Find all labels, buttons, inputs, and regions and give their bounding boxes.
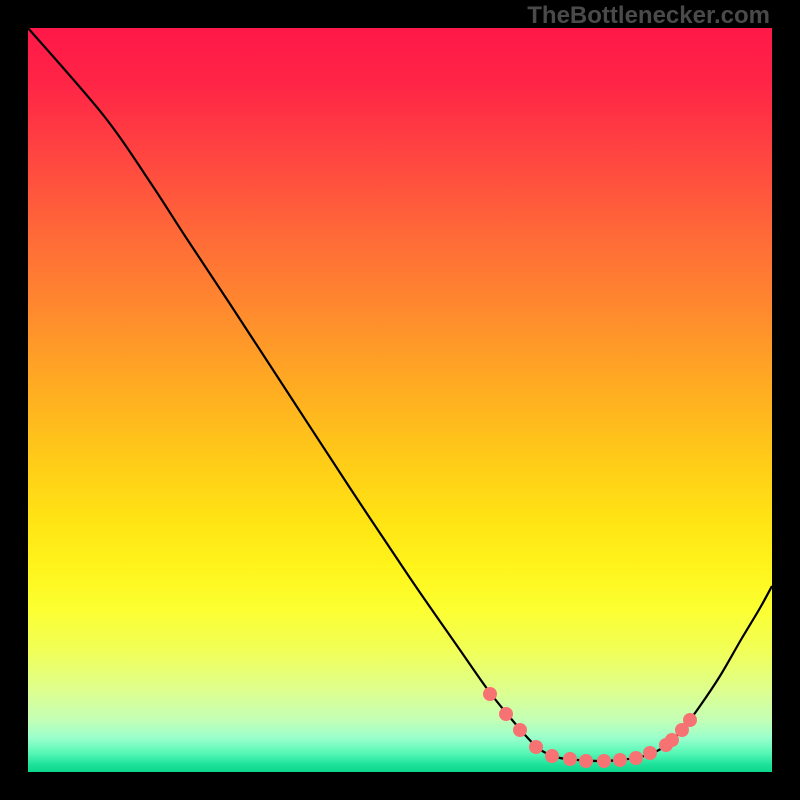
bottleneck-curve: [28, 28, 772, 761]
curve-marker: [545, 749, 559, 763]
watermark-text: TheBottlenecker.com: [527, 2, 770, 30]
curve-marker: [563, 752, 577, 766]
curve-marker: [683, 713, 697, 727]
curve-marker: [665, 733, 679, 747]
curve-markers: [483, 687, 697, 768]
curve-marker: [499, 707, 513, 721]
chart-overlay: [0, 0, 800, 800]
curve-marker: [483, 687, 497, 701]
curve-marker: [643, 746, 657, 760]
curve-marker: [613, 753, 627, 767]
curve-marker: [629, 751, 643, 765]
curve-marker: [513, 723, 527, 737]
curve-marker: [579, 754, 593, 768]
curve-marker: [529, 740, 543, 754]
curve-marker: [597, 754, 611, 768]
